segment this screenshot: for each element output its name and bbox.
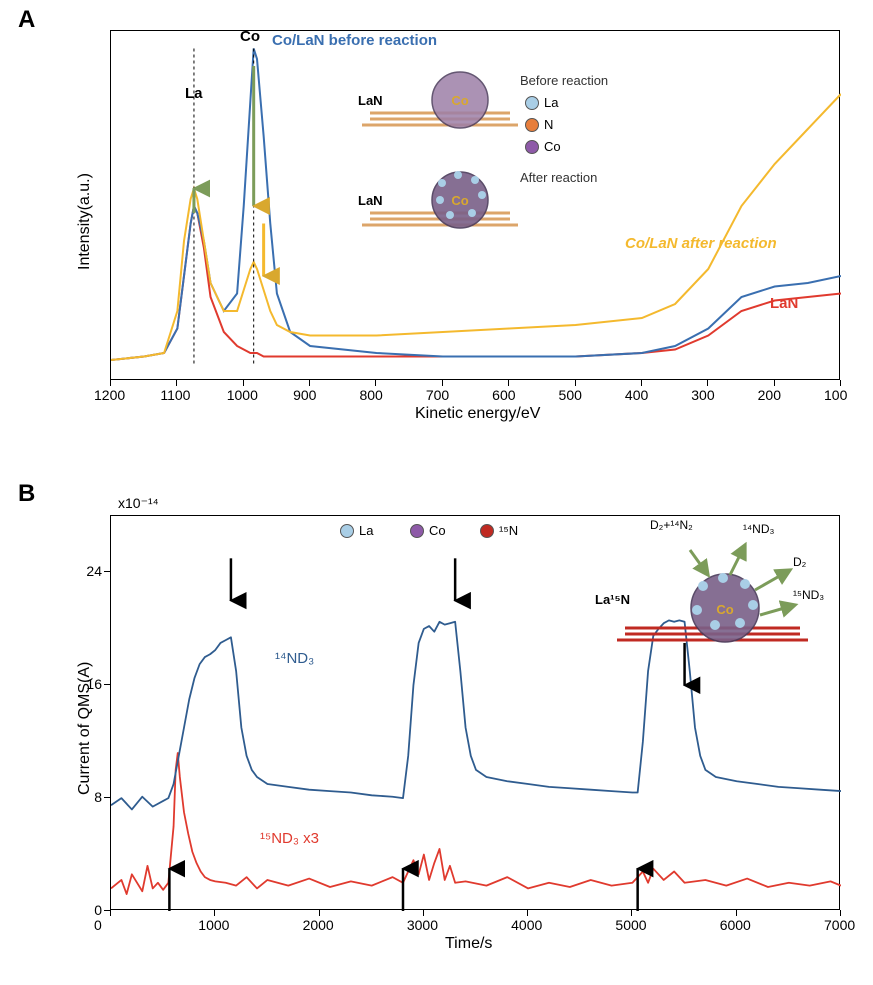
xtick-a: 1200: [94, 387, 125, 403]
xtick-b: 1000: [198, 917, 229, 933]
svg-text:LaN: LaN: [358, 193, 383, 208]
xtick-b: 6000: [720, 917, 751, 933]
xtick-b: 5000: [615, 917, 646, 933]
svg-text:Co: Co: [451, 193, 468, 208]
xtick-a: 1100: [160, 387, 190, 403]
legend-n-a: N: [525, 117, 553, 132]
panel-b-y-scale: x10⁻¹⁴: [118, 495, 159, 512]
inset-d2-label: D₂: [793, 555, 806, 569]
panel-a-chart: Intensity(a.u.) Kinetic energy/eV 1200 11…: [70, 20, 850, 430]
inset-nd315-label: ¹⁵ND₃: [793, 588, 824, 602]
inset-before-label: Before reaction: [520, 73, 608, 88]
xtick-b: 3000: [407, 917, 438, 933]
legend-co-b: Co: [410, 523, 446, 538]
xtick-b: 0: [94, 917, 102, 933]
xtick-b: 7000: [824, 917, 855, 933]
nd3-14-label: ¹⁴ND₃: [275, 650, 314, 667]
svg-text:LaN: LaN: [358, 93, 383, 108]
panel-a-x-label: Kinetic energy/eV: [415, 405, 540, 423]
panel-a-label: A: [18, 6, 35, 34]
panel-a-inset-svg: Co LaN Co LaN: [340, 65, 670, 245]
panel-a-y-label: Intensity(a.u.): [76, 173, 94, 270]
la-peak-label: La: [185, 85, 203, 102]
xtick-a: 800: [359, 387, 382, 403]
legend-n15-b: ¹⁵N: [480, 523, 518, 538]
before-reaction-label: Co/LaN before reaction: [272, 32, 437, 49]
panel-a-inset: Co LaN Co LaN: [340, 65, 670, 245]
xtick-b: 4000: [511, 917, 542, 933]
ytick-b: 16: [84, 676, 102, 692]
legend-la-b: La: [340, 523, 373, 538]
legend-co-a: Co: [525, 139, 561, 154]
xtick-a: 1000: [227, 387, 258, 403]
svg-text:Co: Co: [716, 602, 733, 617]
nd3-15-label: ¹⁵ND₃ x3: [260, 830, 319, 847]
xtick-a: 200: [758, 387, 781, 403]
xtick-a: 500: [559, 387, 582, 403]
xtick-a: 100: [824, 387, 847, 403]
xtick-a: 700: [426, 387, 449, 403]
ytick-b: 0: [84, 902, 102, 918]
xtick-a: 300: [691, 387, 714, 403]
xtick-a: 600: [492, 387, 515, 403]
ytick-b: 24: [84, 563, 102, 579]
xtick-b: 2000: [303, 917, 334, 933]
panel-b-x-label: Time/s: [445, 935, 492, 953]
svg-text:Co: Co: [451, 93, 468, 108]
inset-nd314-label: ¹⁴ND₃: [743, 522, 774, 536]
inset-d2n2-label: D₂+¹⁴N₂: [650, 518, 693, 532]
legend-la-a: La: [525, 95, 558, 110]
ytick-b: 8: [84, 789, 102, 805]
panel-b-label: B: [18, 480, 35, 508]
panel-b-inset: Co D₂+¹⁴N₂ ¹⁴ND₃ D₂ ¹⁵ND₃ La¹⁵N: [595, 520, 840, 670]
xtick-a: 400: [625, 387, 648, 403]
lan-label: LaN: [770, 295, 798, 312]
inset-after-label: After reaction: [520, 170, 597, 185]
xtick-a: 900: [293, 387, 316, 403]
inset-substrate-label: La¹⁵N: [595, 592, 630, 607]
panel-b-chart: x10⁻¹⁴ Current of QMS(A) Time/s 01000200…: [70, 495, 850, 965]
co-peak-label: Co: [240, 28, 260, 45]
